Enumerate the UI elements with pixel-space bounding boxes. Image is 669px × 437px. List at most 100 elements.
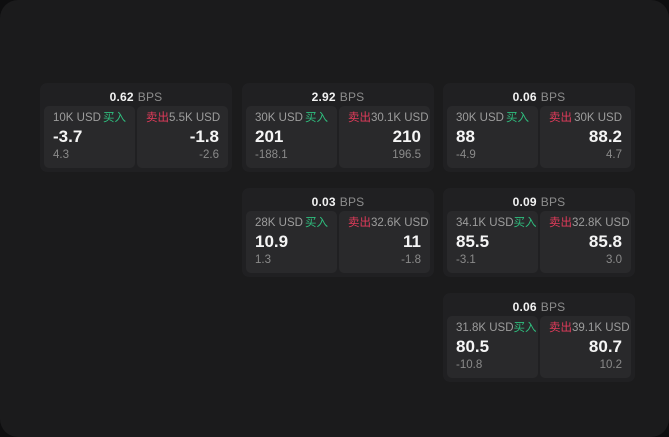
sell-price: 88.2	[588, 127, 622, 146]
sell-tile[interactable]: 卖出 39.1K USD 80.7 10.2	[540, 316, 631, 378]
sell-delta: -2.6	[199, 149, 219, 161]
card-header: 0.62 BPS	[44, 87, 228, 106]
buy-label: 买入	[506, 112, 529, 124]
sell-label: 卖出	[549, 322, 572, 334]
sell-price: -1.8	[189, 127, 219, 146]
sell-label: 卖出	[348, 217, 371, 229]
card-body: 34.1K USD 买入 85.5 -3.1 卖出 32.8K USD 85.8…	[447, 211, 631, 273]
buy-delta: 4.3	[53, 149, 69, 161]
sell-amount: 32.8K USD	[572, 217, 630, 229]
sell-tile-top: 卖出 5.5K USD	[146, 112, 221, 125]
buy-price: -3.7	[53, 127, 83, 146]
quote-card: 0.06 BPS 30K USD 买入 88 -4.9 卖出 30K USD 8…	[443, 83, 635, 172]
sell-tile[interactable]: 卖出 32.8K USD 85.8 3.0	[540, 211, 631, 273]
sell-price: 80.7	[588, 337, 622, 356]
sell-tile-top: 卖出 30K USD	[549, 112, 622, 125]
buy-tile-top: 28K USD 买入	[255, 217, 328, 230]
buy-tile-top: 34.1K USD 买入	[456, 217, 537, 230]
buy-delta: 1.3	[255, 254, 271, 266]
sell-delta: 196.5	[392, 149, 421, 161]
buy-tile[interactable]: 31.8K USD 买入 80.5 -10.8	[447, 316, 538, 378]
buy-label: 买入	[305, 217, 328, 229]
bps-value: 2.92	[311, 89, 336, 104]
buy-delta: -4.9	[456, 149, 476, 161]
buy-label: 买入	[513, 217, 537, 229]
card-body: 28K USD 买入 10.9 1.3 卖出 32.6K USD 11 -1.8	[246, 211, 430, 273]
card-header: 0.06 BPS	[447, 297, 631, 316]
bps-unit-label: BPS	[137, 89, 163, 104]
buy-tile-top: 10K USD 买入	[53, 112, 126, 125]
sell-delta: -1.8	[401, 254, 421, 266]
sell-tile-top: 卖出 30.1K USD	[348, 112, 429, 125]
buy-amount: 31.8K USD	[456, 322, 514, 334]
buy-amount: 30K USD	[255, 112, 303, 124]
bps-value: 0.06	[512, 299, 537, 314]
bps-unit-label: BPS	[339, 89, 365, 104]
card-header: 0.03 BPS	[246, 192, 430, 211]
card-header: 2.92 BPS	[246, 87, 430, 106]
quote-card: 0.06 BPS 31.8K USD 买入 80.5 -10.8 卖出 39.1…	[443, 293, 635, 382]
buy-tile[interactable]: 34.1K USD 买入 85.5 -3.1	[447, 211, 538, 273]
buy-price: 10.9	[255, 232, 289, 251]
sell-price: 85.8	[588, 232, 622, 251]
buy-amount: 28K USD	[255, 217, 303, 229]
card-body: 10K USD 买入 -3.7 4.3 卖出 5.5K USD -1.8 -2.…	[44, 106, 228, 168]
buy-tile-top: 30K USD 买入	[456, 112, 529, 125]
quote-card: 2.92 BPS 30K USD 买入 201 -188.1 卖出 30.1K …	[242, 83, 434, 172]
bps-unit-label: BPS	[540, 89, 566, 104]
bps-unit-label: BPS	[339, 194, 365, 209]
sell-tile[interactable]: 卖出 5.5K USD -1.8 -2.6	[137, 106, 228, 168]
sell-label: 卖出	[549, 112, 572, 124]
sell-amount: 39.1K USD	[572, 322, 630, 334]
buy-amount: 34.1K USD	[456, 217, 514, 229]
sell-label: 卖出	[146, 112, 169, 124]
sell-tile-top: 卖出 32.8K USD	[549, 217, 630, 230]
buy-price: 201	[255, 127, 284, 146]
buy-tile-top: 31.8K USD 买入	[456, 322, 537, 335]
sell-amount: 5.5K USD	[169, 112, 221, 124]
sell-tile[interactable]: 卖出 30.1K USD 210 196.5	[339, 106, 430, 168]
sell-tile[interactable]: 卖出 30K USD 88.2 4.7	[540, 106, 631, 168]
buy-price: 88	[456, 127, 475, 146]
buy-delta: -10.8	[456, 359, 483, 371]
sell-price: 210	[392, 127, 421, 146]
sell-amount: 30.1K USD	[371, 112, 429, 124]
buy-amount: 30K USD	[456, 112, 504, 124]
buy-tile[interactable]: 28K USD 买入 10.9 1.3	[246, 211, 337, 273]
buy-price: 85.5	[456, 232, 490, 251]
sell-tile-top: 卖出 32.6K USD	[348, 217, 429, 230]
buy-tile[interactable]: 10K USD 买入 -3.7 4.3	[44, 106, 135, 168]
sell-label: 卖出	[549, 217, 572, 229]
sell-delta: 10.2	[599, 359, 622, 371]
sell-delta: 4.7	[606, 149, 622, 161]
card-header: 0.09 BPS	[447, 192, 631, 211]
buy-price: 80.5	[456, 337, 490, 356]
buy-label: 买入	[305, 112, 328, 124]
buy-delta: -188.1	[255, 149, 288, 161]
card-header: 0.06 BPS	[447, 87, 631, 106]
buy-tile[interactable]: 30K USD 买入 88 -4.9	[447, 106, 538, 168]
bps-value: 0.06	[512, 89, 537, 104]
bps-value: 0.03	[311, 194, 336, 209]
sell-price: 11	[403, 232, 421, 251]
bps-value: 0.62	[109, 89, 134, 104]
bps-unit-label: BPS	[540, 299, 566, 314]
buy-label: 买入	[513, 322, 537, 334]
buy-amount: 10K USD	[53, 112, 101, 124]
buy-tile-top: 30K USD 买入	[255, 112, 328, 125]
sell-amount: 32.6K USD	[371, 217, 429, 229]
card-body: 31.8K USD 买入 80.5 -10.8 卖出 39.1K USD 80.…	[447, 316, 631, 378]
quote-card: 0.62 BPS 10K USD 买入 -3.7 4.3 卖出 5.5K USD…	[40, 83, 232, 172]
sell-tile-top: 卖出 39.1K USD	[549, 322, 630, 335]
buy-label: 买入	[103, 112, 126, 124]
card-body: 30K USD 买入 201 -188.1 卖出 30.1K USD 210 1…	[246, 106, 430, 168]
sell-tile[interactable]: 卖出 32.6K USD 11 -1.8	[339, 211, 430, 273]
card-body: 30K USD 买入 88 -4.9 卖出 30K USD 88.2 4.7	[447, 106, 631, 168]
buy-delta: -3.1	[456, 254, 476, 266]
quote-card: 0.03 BPS 28K USD 买入 10.9 1.3 卖出 32.6K US…	[242, 188, 434, 277]
sell-delta: 3.0	[606, 254, 622, 266]
bps-value: 0.09	[512, 194, 537, 209]
buy-tile[interactable]: 30K USD 买入 201 -188.1	[246, 106, 337, 168]
quote-card: 0.09 BPS 34.1K USD 买入 85.5 -3.1 卖出 32.8K…	[443, 188, 635, 277]
